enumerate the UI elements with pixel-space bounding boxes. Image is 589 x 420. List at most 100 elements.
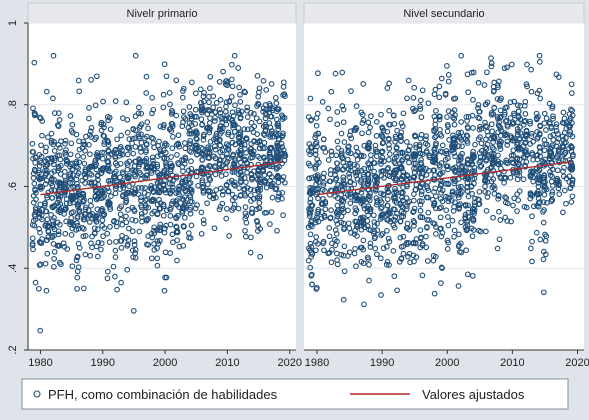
scatter-point — [137, 171, 144, 178]
scatter-point — [268, 209, 275, 215]
scatter-point — [211, 118, 218, 124]
scatter-point — [57, 193, 64, 200]
scatter-point — [112, 183, 119, 189]
scatter-point — [384, 202, 391, 209]
scatter-point — [145, 191, 151, 198]
scatter-point — [275, 123, 282, 130]
scatter-point — [51, 155, 58, 161]
scatter-point — [224, 205, 230, 212]
scatter-point — [338, 182, 345, 189]
scatter-point — [132, 135, 139, 142]
x-tick-label: 2000 — [153, 357, 177, 369]
scatter-point — [418, 188, 425, 195]
scatter-point — [138, 210, 145, 217]
scatter-point — [383, 261, 390, 268]
scatter-point — [30, 105, 36, 112]
scatter-point — [206, 93, 212, 100]
scatter-point — [358, 167, 365, 174]
scatter-point — [307, 199, 314, 206]
scatter-point — [464, 118, 470, 124]
scatter-point — [417, 201, 424, 208]
scatter-point — [181, 194, 188, 200]
scatter-point — [225, 143, 232, 149]
scatter-point — [568, 106, 574, 113]
scatter-point — [224, 159, 230, 165]
scatter-point — [464, 133, 471, 140]
scatter-point — [307, 240, 314, 247]
scatter-point — [514, 131, 521, 138]
scatter-point — [51, 203, 57, 210]
scatter-point — [104, 113, 111, 120]
scatter-point — [541, 172, 548, 179]
scatter-point — [254, 186, 261, 193]
scatter-point — [176, 183, 183, 190]
scatter-point — [536, 59, 543, 65]
scatter-point — [562, 149, 568, 156]
scatter-point — [280, 130, 286, 137]
scatter-point — [470, 205, 477, 212]
scatter-point — [229, 109, 236, 116]
scatter-point — [307, 247, 313, 254]
scatter-point — [497, 146, 504, 152]
scatter-point — [235, 65, 242, 71]
scatter-point — [482, 119, 488, 126]
scatter-point — [63, 147, 69, 153]
scatter-point — [170, 133, 176, 140]
scatter-point — [456, 242, 462, 248]
scatter-point — [29, 235, 36, 242]
scatter-point — [274, 172, 281, 179]
scatter-point — [477, 164, 484, 170]
scatter-point — [305, 257, 312, 264]
scatter-point — [569, 165, 576, 172]
scatter-point — [521, 102, 528, 109]
scatter-point — [340, 159, 347, 166]
scatter-point — [378, 232, 385, 238]
scatter-point — [451, 115, 458, 122]
scatter-point — [249, 174, 255, 181]
scatter-point — [504, 142, 511, 148]
y-axis-primario: .2 .4 .6 .8 1 — [7, 20, 29, 355]
scatter-point — [398, 175, 404, 182]
scatter-point — [29, 240, 36, 247]
scatter-point — [482, 123, 489, 129]
scatter-point — [237, 192, 244, 199]
scatter-point — [261, 172, 268, 178]
scatter-point — [206, 120, 213, 126]
scatter-point — [348, 185, 355, 192]
scatter-point — [150, 140, 157, 146]
scatter-point — [528, 88, 535, 95]
panel-primario: Nivelr primario 1980 1990 2000 2010 2020 .2.… — [7, 2, 302, 369]
scatter-point — [107, 126, 114, 133]
scatter-point — [370, 212, 377, 219]
scatter-point — [424, 258, 431, 264]
scatter-point — [70, 172, 76, 178]
scatter-point — [48, 158, 55, 165]
scatter-point — [248, 209, 255, 216]
scatter-point — [566, 179, 573, 185]
scatter-point — [150, 106, 157, 113]
scatter-point — [475, 79, 482, 86]
scatter-point — [384, 227, 390, 234]
scatter-point — [138, 197, 144, 204]
scatter-point — [69, 180, 76, 187]
scatter-point — [386, 238, 393, 245]
scatter-point — [326, 249, 333, 256]
scatter-point — [188, 130, 195, 137]
scatter-point — [361, 142, 368, 149]
scatter-point — [31, 59, 38, 66]
scatter-point — [169, 231, 176, 238]
scatter-point — [398, 203, 405, 209]
scatter-point — [68, 128, 75, 134]
scatter-point — [535, 179, 542, 186]
scatter-point — [312, 134, 318, 141]
scatter-point — [449, 188, 456, 195]
scatter-point — [225, 188, 231, 195]
scatter-point — [530, 174, 536, 181]
scatter-point — [256, 176, 263, 182]
scatter-point — [223, 181, 230, 188]
scatter-point — [537, 122, 543, 129]
scatter-point — [138, 139, 145, 146]
scatter-point — [256, 145, 263, 152]
scatter-point — [51, 168, 58, 175]
